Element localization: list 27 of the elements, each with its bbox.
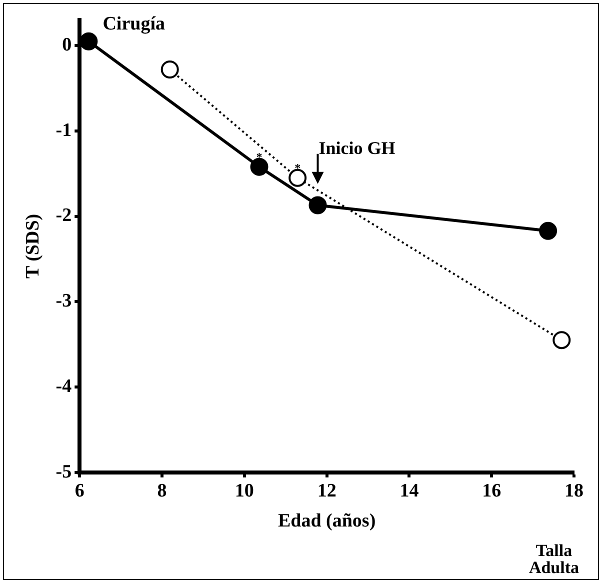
y-tick-label: -5 [56,461,72,482]
annotation: * [294,160,301,175]
text: Talla Adulta [528,541,580,577]
point [539,222,558,240]
annotation: Cirugía [102,13,166,34]
y-axis-title: T (SDS) [22,214,44,278]
y-tick-label: -1 [56,120,72,141]
point [288,168,307,187]
point [160,60,179,79]
x-tick-label: 14 [400,480,420,502]
point [552,331,571,350]
x-tick-label: 10 [234,480,254,502]
x-tick-label: 8 [157,480,167,502]
y-tick-label: -3 [56,290,72,312]
x-tick-label: 18 [564,480,584,502]
point [308,196,327,214]
y-tick-label: 0 [62,34,72,56]
x-tick-label: 6 [74,480,84,502]
x-tick-label: 16 [482,480,502,502]
x-tick-label: 12 [317,480,336,502]
annotation: Inicio GH [318,138,396,158]
y-tick-label: -2 [56,205,72,226]
x-axis-title: Edad (años) [278,510,376,532]
y-tick-label: -4 [56,376,72,397]
point [250,158,268,176]
point [80,32,98,50]
annotation: * [256,150,262,164]
